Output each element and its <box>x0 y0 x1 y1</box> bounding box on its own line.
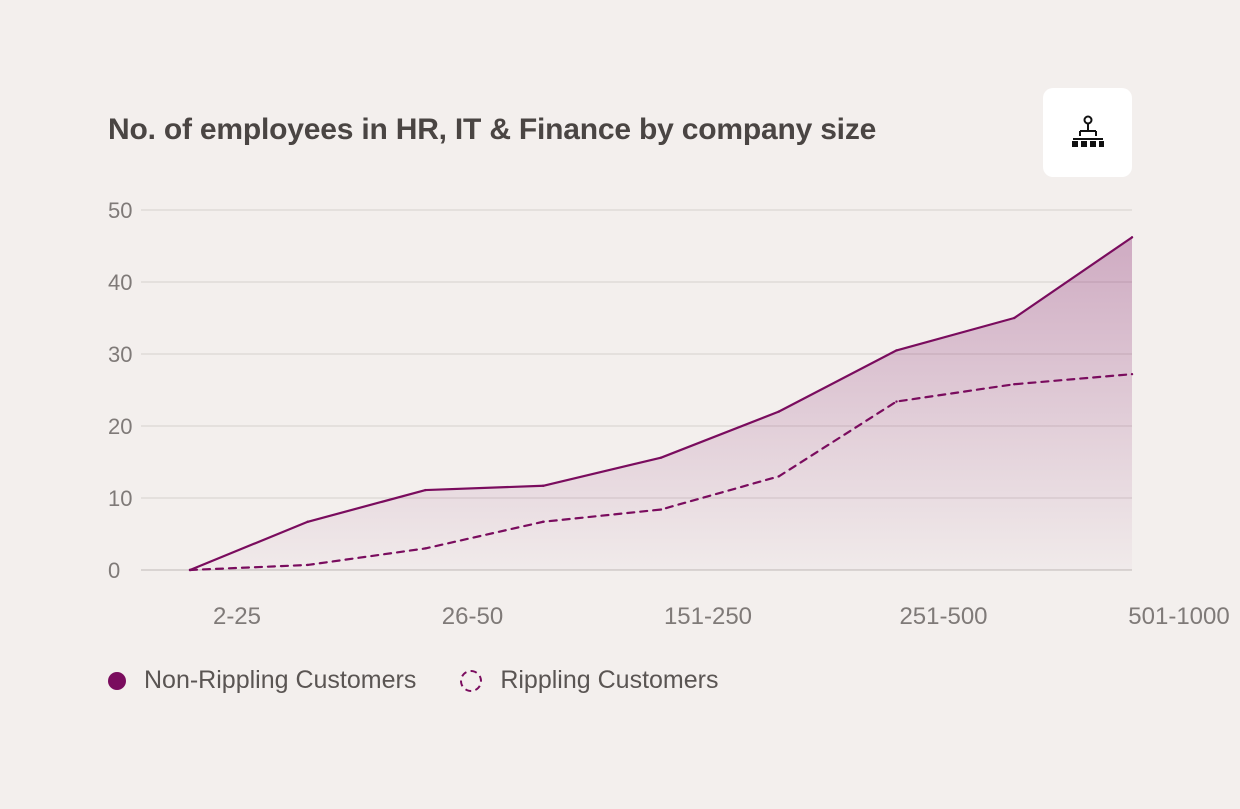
series-area <box>190 237 1132 571</box>
y-tick-label: 20 <box>108 414 132 439</box>
data-point <box>895 400 898 403</box>
x-tick-label: 251-500 <box>899 603 987 630</box>
data-point <box>424 488 427 492</box>
legend-item: Rippling Customers <box>460 666 718 695</box>
data-point <box>306 520 309 523</box>
data-point <box>188 568 192 572</box>
legend-label: Rippling Customers <box>500 666 719 694</box>
data-point <box>1013 383 1016 386</box>
line-chart: 0 10 20 30 40 50 2-25 26-50 151-250 251-500 501-10… <box>108 198 1230 630</box>
x-tick-label: 26-50 <box>442 603 503 630</box>
x-tick-label: 151-250 <box>664 603 752 630</box>
y-tick-label: 40 <box>108 270 132 295</box>
data-point <box>542 520 545 523</box>
legend-label: Non-Rippling Customers <box>144 666 417 694</box>
data-point <box>777 475 780 478</box>
x-tick-label: 2-25 <box>213 603 261 630</box>
y-tick-label: 50 <box>108 198 132 223</box>
data-point <box>424 547 427 550</box>
data-point <box>659 456 663 459</box>
legend-swatch <box>460 669 483 692</box>
data-point <box>306 563 309 567</box>
legend-item: Non-Rippling Customers <box>108 666 416 695</box>
y-tick-label: 30 <box>108 342 132 367</box>
chart-title: No. of employees in HR, IT & Finance by … <box>108 113 877 146</box>
org-chart-button[interactable] <box>1043 88 1132 177</box>
data-point <box>659 508 663 511</box>
data-point <box>895 349 898 352</box>
org-chart-icon <box>1071 115 1104 147</box>
data-point <box>1130 236 1134 239</box>
y-tick-label: 0 <box>108 558 120 583</box>
y-tick-label: 10 <box>108 486 132 511</box>
data-point <box>1013 316 1016 320</box>
x-tick-label: 501-1000 <box>1128 603 1229 630</box>
data-point <box>1130 372 1134 376</box>
data-point <box>777 410 780 413</box>
legend-swatch <box>108 671 126 690</box>
data-point <box>542 484 545 487</box>
legend: Non-Rippling Customers Rippling Customers <box>108 666 762 695</box>
